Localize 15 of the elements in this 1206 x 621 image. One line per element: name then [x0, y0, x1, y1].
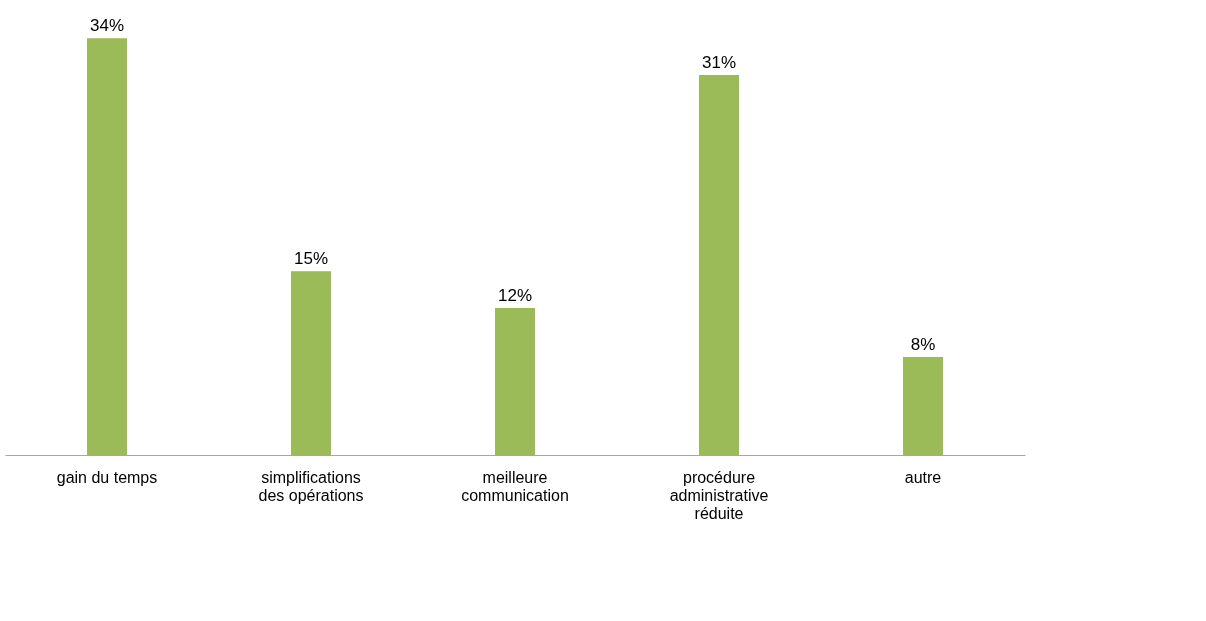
bar [699, 75, 739, 455]
x-tick-label: meilleure communication [461, 468, 569, 504]
x-tick-label: procédure administrative réduite [669, 468, 769, 522]
data-label: 12% [497, 285, 533, 305]
x-tick-label: simplifications des opérations [258, 468, 364, 504]
data-label: 31% [701, 53, 737, 73]
bar [495, 307, 535, 455]
data-label: 34% [89, 16, 125, 36]
data-label: 15% [293, 249, 329, 269]
bar [903, 356, 943, 455]
bar [291, 271, 331, 455]
data-label: 8% [910, 334, 936, 354]
x-tick-label: gain du temps [56, 468, 158, 486]
x-tick-label: autre [904, 468, 942, 486]
bar [87, 38, 127, 455]
